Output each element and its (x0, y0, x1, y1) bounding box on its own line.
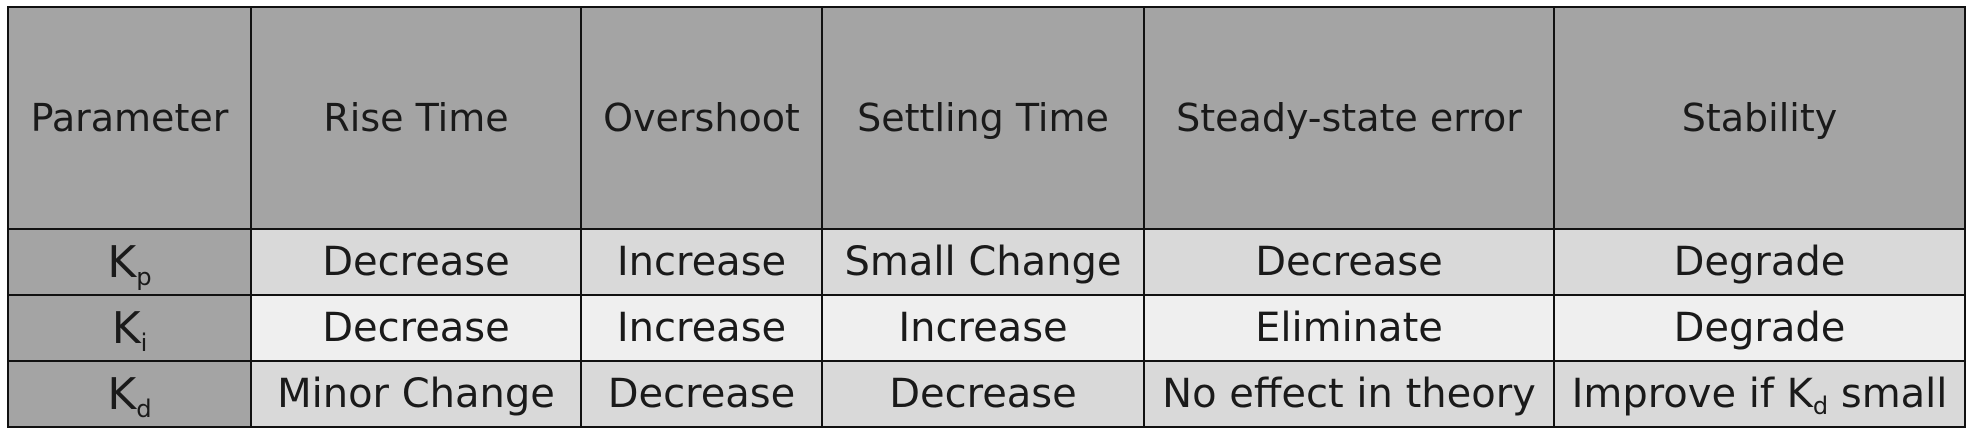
kd-overshoot: Decrease (580, 360, 823, 428)
table-row-ki: Ki Decrease Increase Increase Eliminate … (7, 294, 1966, 362)
header-stability: Stability (1553, 6, 1966, 230)
param-kp-subscript: p (136, 262, 152, 291)
pid-parameter-effects-table: Parameter Rise Time Overshoot Settling T… (7, 6, 1966, 428)
ki-steady-state-error: Eliminate (1143, 294, 1555, 362)
kp-steady-state-error: Decrease (1143, 228, 1555, 296)
kd-steady-state-error: No effect in theory (1143, 360, 1555, 428)
param-kp: Kp (7, 228, 252, 296)
ki-overshoot: Increase (580, 294, 823, 362)
ki-rise-time: Decrease (250, 294, 582, 362)
header-overshoot: Overshoot (580, 6, 823, 230)
param-ki: Ki (7, 294, 252, 362)
table-row-kp: Kp Decrease Increase Small Change Decrea… (7, 228, 1966, 296)
kd-stability-text-after: small (1828, 371, 1948, 417)
kd-stability: Improve if Kd small (1553, 360, 1966, 428)
ki-stability: Degrade (1553, 294, 1966, 362)
kp-settling-time: Small Change (821, 228, 1145, 296)
header-rise-time: Rise Time (250, 6, 582, 230)
param-kd: Kd (7, 360, 252, 428)
header-settling-time: Settling Time (821, 6, 1145, 230)
kp-stability: Degrade (1553, 228, 1966, 296)
header-parameter: Parameter (7, 6, 252, 230)
param-kd-base: K (107, 368, 137, 420)
kd-rise-time: Minor Change (250, 360, 582, 428)
kd-settling-time: Decrease (821, 360, 1145, 428)
kp-rise-time: Decrease (250, 228, 582, 296)
header-steady-state-error: Steady-state error (1143, 6, 1555, 230)
param-ki-base: K (111, 302, 141, 354)
kd-stability-subscript: d (1812, 392, 1829, 421)
param-ki-subscript: i (140, 328, 148, 357)
kp-overshoot: Increase (580, 228, 823, 296)
ki-settling-time: Increase (821, 294, 1145, 362)
table-row-kd: Kd Minor Change Decrease Decrease No eff… (7, 360, 1966, 428)
param-kd-subscript: d (136, 394, 152, 423)
param-kp-base: K (107, 236, 137, 288)
header-row: Parameter Rise Time Overshoot Settling T… (7, 6, 1966, 230)
kd-stability-text-before: Improve if K (1571, 371, 1813, 417)
